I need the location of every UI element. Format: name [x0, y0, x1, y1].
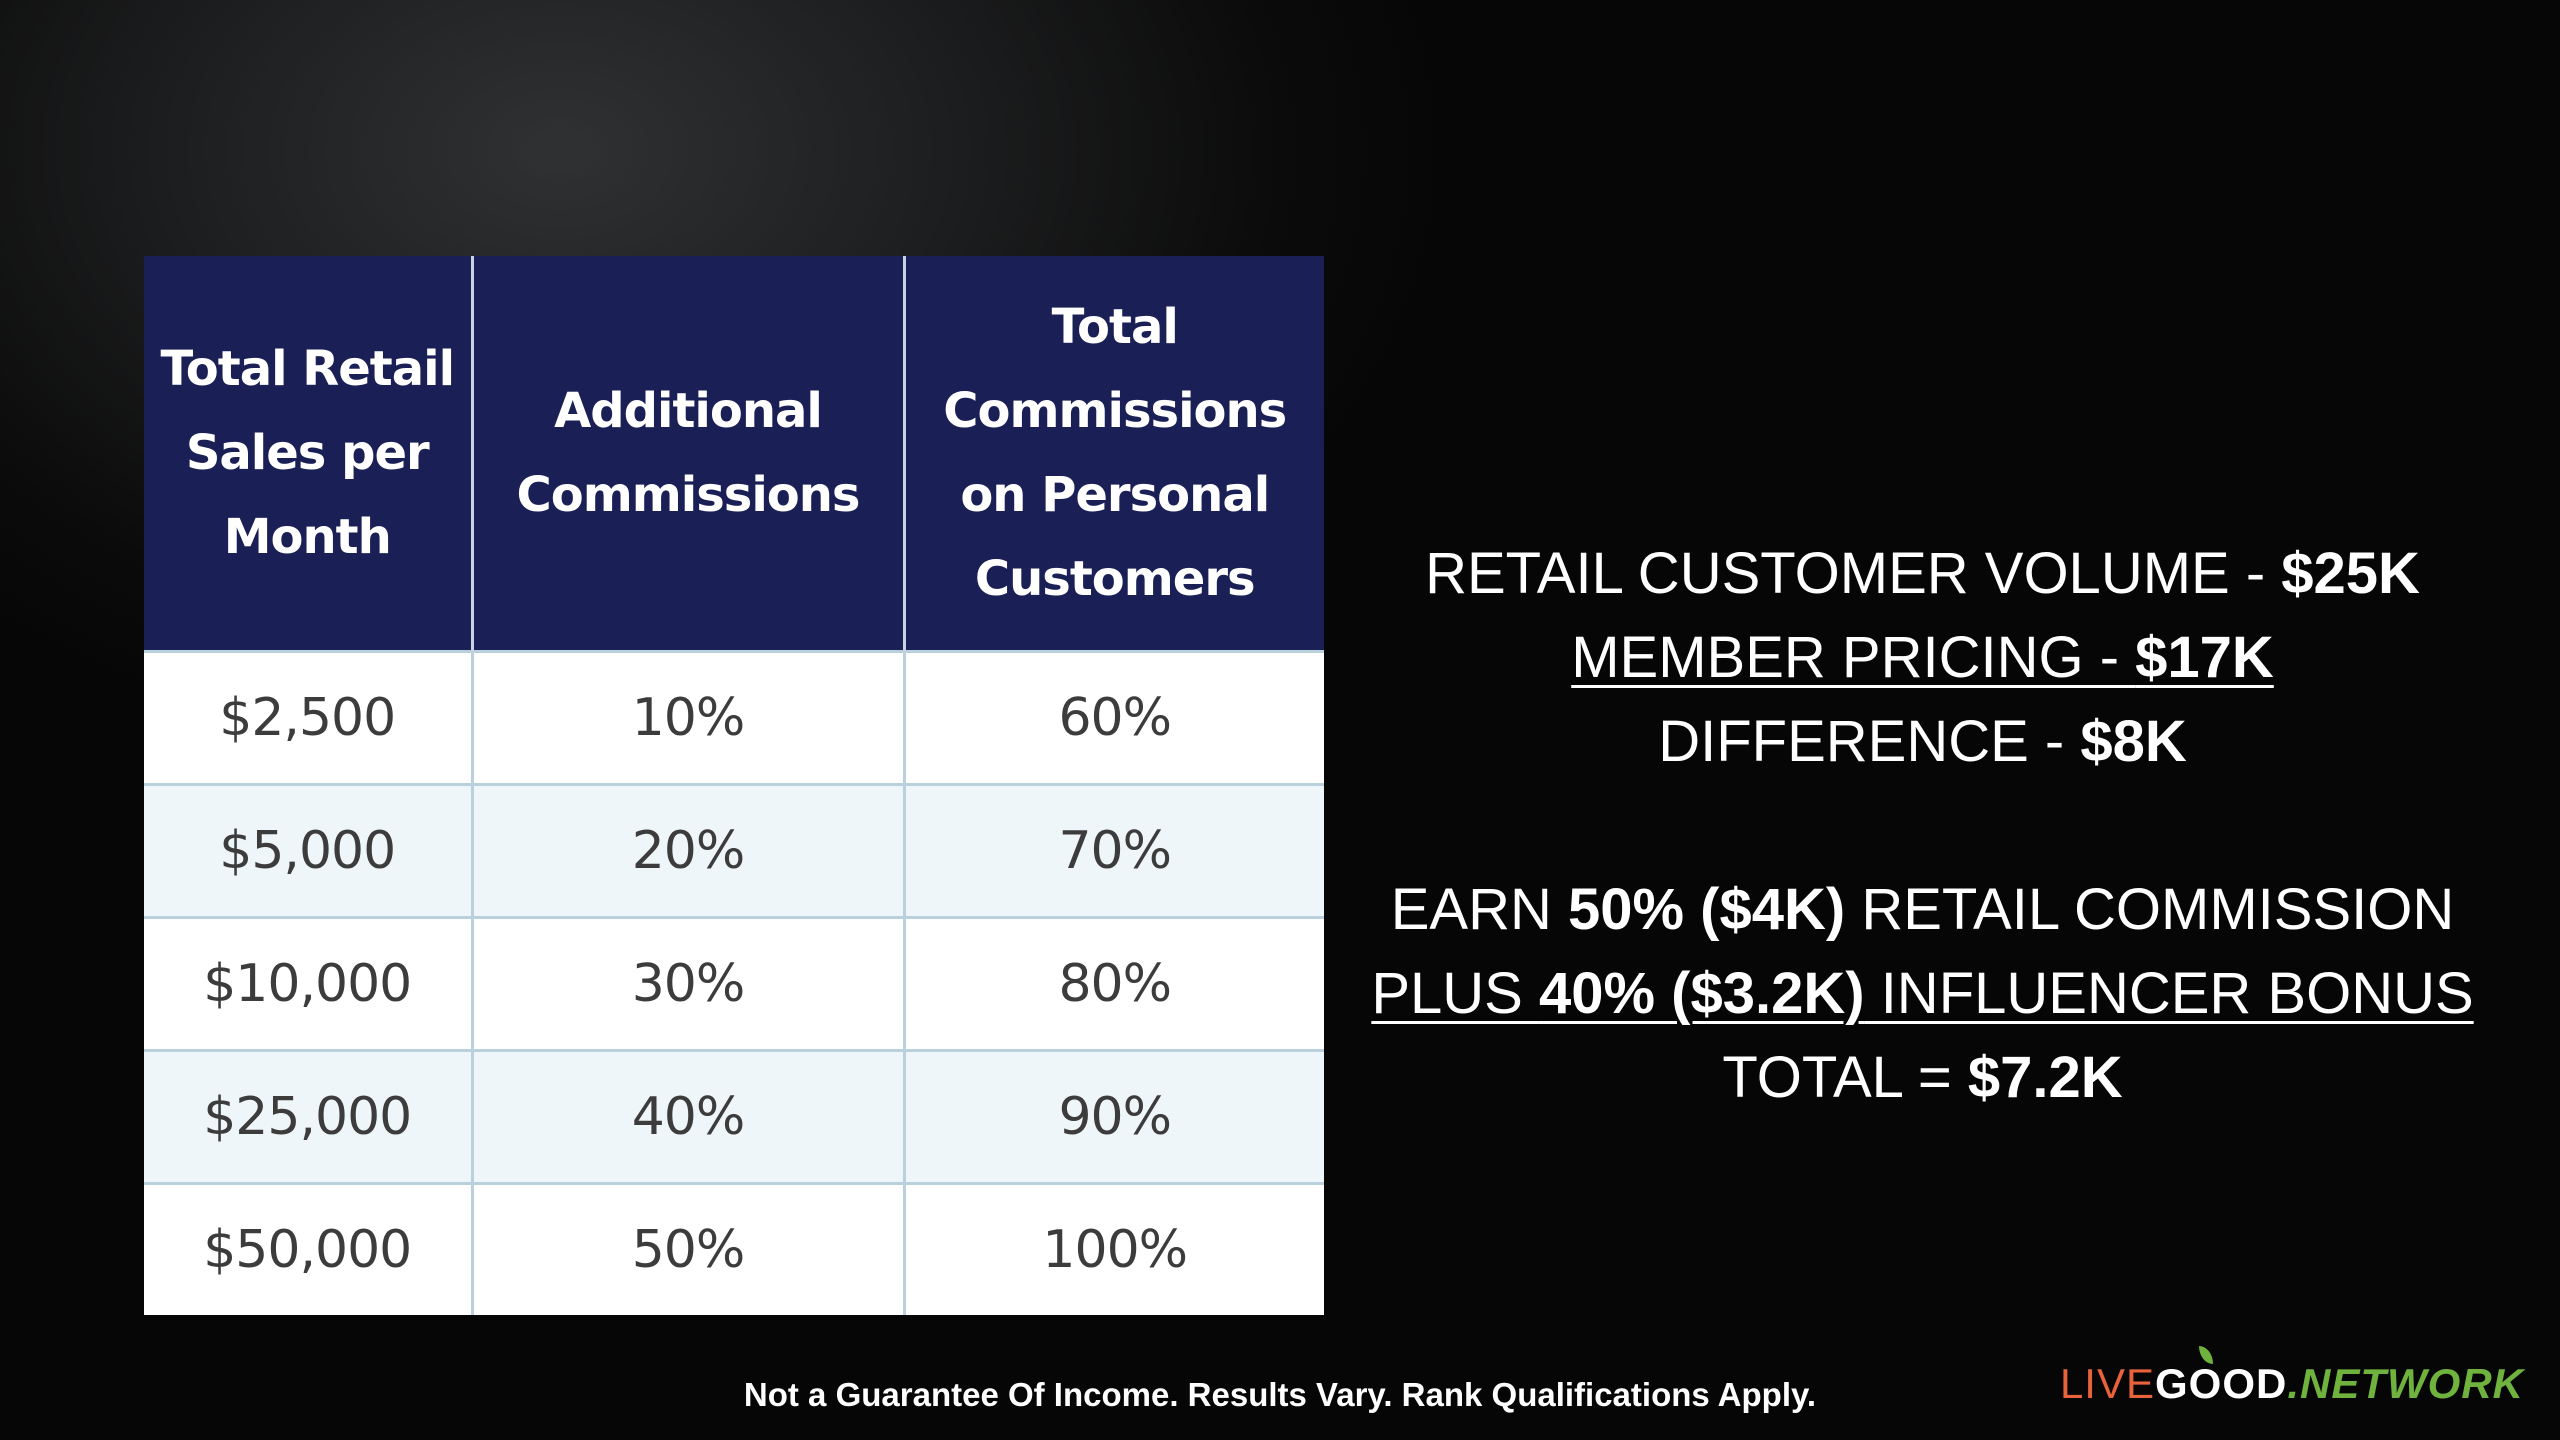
summary-block: RETAIL CUSTOMER VOLUME - $25K MEMBER PRI…	[1340, 532, 2505, 1120]
summary-value: 40% ($3.2K)	[1538, 961, 1865, 1026]
cell-retail-sales: $10,000	[144, 916, 474, 1052]
cell-additional-commission: 20%	[470, 783, 906, 919]
summary-label: TOTAL =	[1722, 1045, 1968, 1110]
summary-value: $7.2K	[1967, 1045, 2123, 1110]
cell-total-commission: 100%	[902, 1182, 1324, 1315]
summary-value: $25K	[2281, 541, 2420, 606]
cell-additional-commission: 40%	[470, 1049, 906, 1185]
summary-label: RETAIL COMMISSION	[1845, 877, 2455, 942]
summary-value: $8K	[2080, 709, 2187, 774]
summary-retail-commission: EARN 50% ($4K) RETAIL COMMISSION	[1340, 868, 2505, 952]
cell-retail-sales: $50,000	[144, 1182, 474, 1315]
cell-retail-sales: $25,000	[144, 1049, 474, 1185]
summary-spacer	[1340, 784, 2505, 868]
cell-additional-commission: 50%	[470, 1182, 906, 1315]
table-row: $10,000 30% 80%	[144, 916, 1324, 1052]
header-additional-commissions: Additional Commissions	[470, 256, 904, 652]
summary-influencer-bonus: PLUS 40% ($3.2K) INFLUENCER BONUS	[1340, 952, 2505, 1036]
logo-live-text: LIVE	[2059, 1360, 2155, 1407]
summary-label: RETAIL CUSTOMER VOLUME -	[1425, 541, 2282, 606]
table-row: $2,500 10% 60%	[144, 650, 1324, 786]
livegood-logo: LIVE GOOD .NETWORK	[2059, 1346, 2524, 1408]
table-row: $25,000 40% 90%	[144, 1049, 1324, 1185]
summary-total: TOTAL = $7.2K	[1340, 1036, 2505, 1120]
table-row: $50,000 50% 100%	[144, 1182, 1324, 1315]
cell-total-commission: 60%	[902, 650, 1324, 786]
summary-retail-volume: RETAIL CUSTOMER VOLUME - $25K	[1340, 532, 2505, 616]
table-row: $5,000 20% 70%	[144, 783, 1324, 919]
income-disclaimer: Not a Guarantee Of Income. Results Vary.…	[743, 1376, 1817, 1413]
logo-network-text: .NETWORK	[2287, 1360, 2524, 1407]
table-header-row: Total Retail Sales per Month Additional …	[144, 256, 1324, 652]
cell-total-commission: 70%	[902, 783, 1324, 919]
summary-value: 50% ($4K)	[1567, 877, 1846, 942]
summary-difference: DIFFERENCE - $8K	[1340, 700, 2505, 784]
cell-retail-sales: $2,500	[144, 650, 474, 786]
summary-value: $17K	[2135, 625, 2274, 690]
summary-label: MEMBER PRICING - $17K	[1571, 625, 2274, 690]
header-total-retail-sales: Total Retail Sales per Month	[144, 256, 472, 652]
commission-table: Total Retail Sales per Month Additional …	[144, 256, 1324, 1315]
logo-good-text: GOOD	[2155, 1346, 2287, 1408]
summary-member-pricing: MEMBER PRICING - $17K	[1340, 616, 2505, 700]
summary-label: EARN	[1390, 877, 1568, 942]
cell-total-commission: 90%	[902, 1049, 1324, 1185]
summary-label: DIFFERENCE -	[1658, 709, 2081, 774]
summary-underlined: PLUS 40% ($3.2K) INFLUENCER BONUS	[1371, 961, 2474, 1026]
commission-table-container: Total Retail Sales per Month Additional …	[144, 256, 1324, 1315]
cell-retail-sales: $5,000	[144, 783, 474, 919]
cell-additional-commission: 30%	[470, 916, 906, 1052]
header-total-commissions: Total Commissions on Personal Customers	[902, 256, 1324, 652]
cell-total-commission: 80%	[902, 916, 1324, 1052]
cell-additional-commission: 10%	[470, 650, 906, 786]
